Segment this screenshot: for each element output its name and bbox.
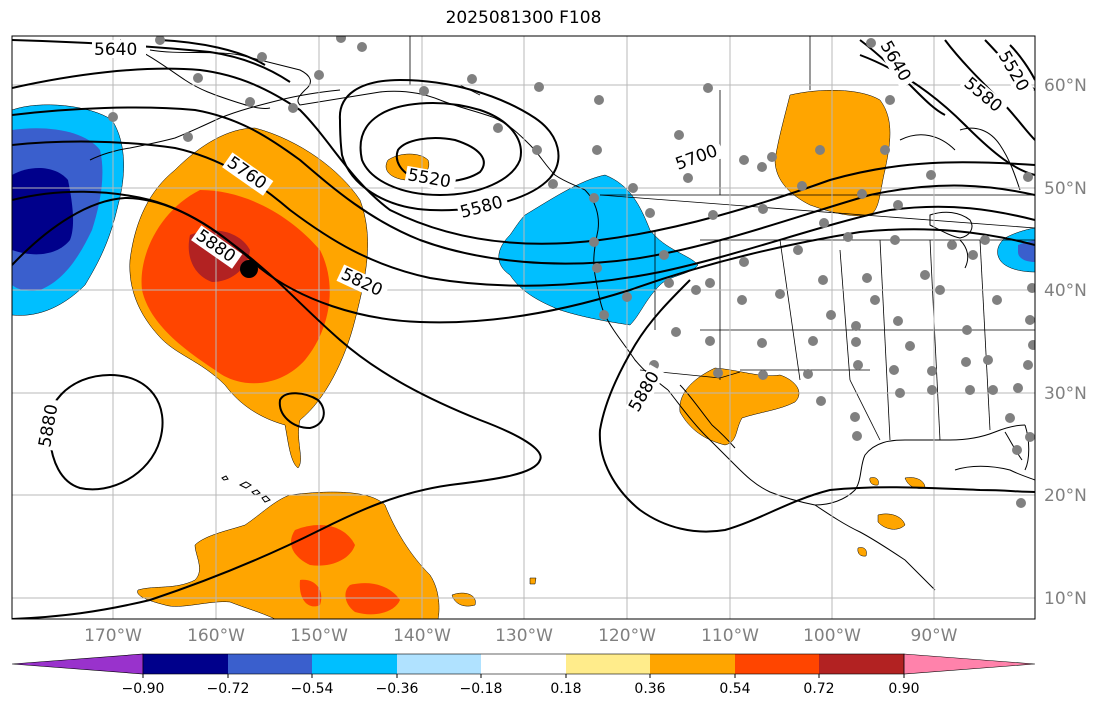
- colorbar-bin: [481, 654, 566, 674]
- latitude-label: 10°N: [1044, 589, 1087, 609]
- graticule: [12, 36, 1035, 619]
- longitude-label: 100°W: [803, 626, 861, 646]
- latitude-label: 40°N: [1044, 281, 1087, 301]
- colorbar-tick-label: −0.90: [121, 681, 165, 697]
- longitude-label: 160°W: [187, 626, 245, 646]
- height-contours: [12, 39, 1035, 619]
- latitude-label: 20°N: [1044, 486, 1087, 506]
- colorbar-bin: [650, 654, 735, 674]
- colorbar: [11, 653, 1036, 678]
- positive-anomaly-mexico: [679, 367, 800, 446]
- colorbar-bin: [228, 654, 312, 674]
- colorbar-tick-label: 0.72: [803, 681, 835, 697]
- longitude-label: 120°W: [598, 626, 656, 646]
- colorbar-tick-label: 0.54: [719, 681, 751, 697]
- negative-anomaly-west-coast: [498, 174, 699, 326]
- station-markers: [108, 36, 1035, 508]
- map-title: 2025081300 F108: [445, 8, 602, 28]
- colorbar-tick-label: 0.36: [634, 681, 666, 697]
- colorbar-tick-label: −0.18: [459, 681, 503, 697]
- contour-label: 5640: [94, 40, 137, 60]
- colorbar-tick-label: −0.36: [375, 681, 419, 697]
- colorbar-tick-label: 0.18: [550, 681, 582, 697]
- longitude-label: 140°W: [393, 626, 451, 646]
- longitude-label: 130°W: [495, 626, 553, 646]
- latitude-label: 30°N: [1044, 384, 1087, 404]
- colorbar-bin: [566, 654, 650, 674]
- map-frame: [11, 35, 1036, 620]
- colorbar-bin: [735, 654, 819, 674]
- longitude-label: 150°W: [290, 626, 348, 646]
- longitude-label: 90°W: [910, 626, 958, 646]
- colorbar-extend-max: [903, 653, 1036, 675]
- colorbar-tick-label: −0.54: [290, 681, 334, 697]
- latitude-label: 50°N: [1044, 179, 1087, 199]
- colorbar-extend-min: [11, 653, 144, 675]
- colorbar-bin: [143, 654, 228, 674]
- colorbar-bin: [397, 654, 481, 674]
- coastlines: [89, 39, 1035, 591]
- colorbar-bin: [312, 654, 397, 674]
- colorbar-bin: [819, 654, 904, 674]
- colorbar-tick-label: 0.90: [888, 681, 920, 697]
- target-point-marker: [240, 260, 258, 278]
- colorbar-tick-label: −0.72: [206, 681, 250, 697]
- longitude-label: 170°W: [84, 626, 142, 646]
- longitude-label: 110°W: [701, 626, 759, 646]
- latitude-label: 60°N: [1044, 76, 1087, 96]
